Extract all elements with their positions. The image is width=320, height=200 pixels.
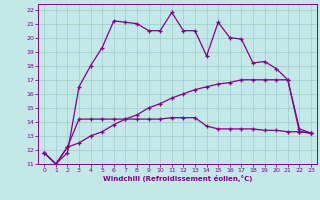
X-axis label: Windchill (Refroidissement éolien,°C): Windchill (Refroidissement éolien,°C) [103,175,252,182]
